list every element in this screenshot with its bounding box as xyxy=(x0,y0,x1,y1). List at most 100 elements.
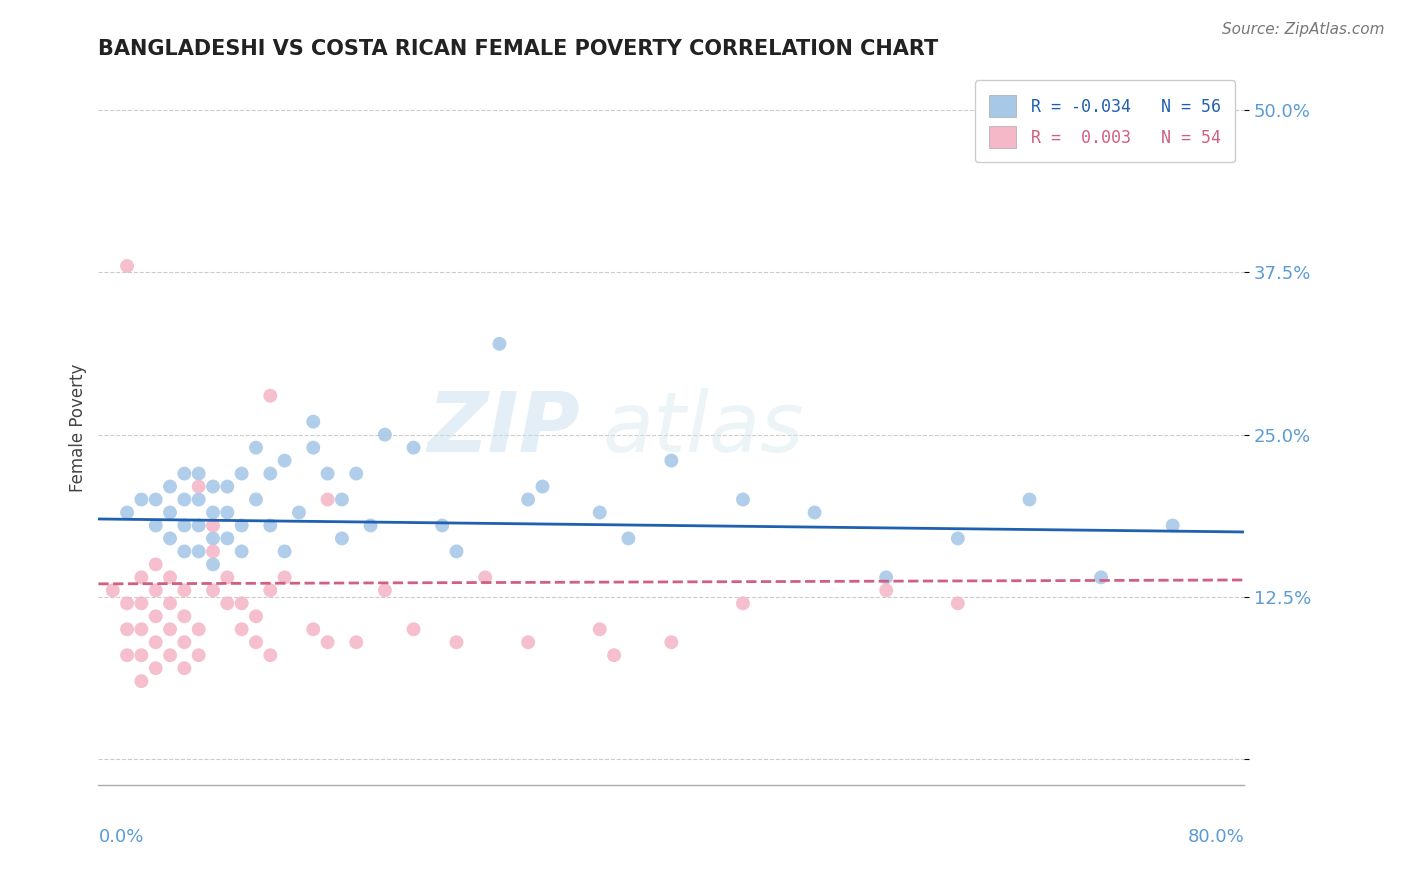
Point xyxy=(517,635,540,649)
Point xyxy=(231,622,253,636)
Point xyxy=(217,506,239,520)
Point xyxy=(202,532,225,546)
Point xyxy=(231,518,253,533)
Point xyxy=(259,518,281,533)
Point xyxy=(259,648,281,663)
Point xyxy=(145,609,167,624)
Point xyxy=(488,336,510,351)
Point xyxy=(875,583,897,598)
Point xyxy=(589,622,612,636)
Point xyxy=(159,648,181,663)
Point xyxy=(115,622,138,636)
Point xyxy=(145,583,167,598)
Point xyxy=(302,441,325,455)
Point xyxy=(245,635,267,649)
Text: ZIP: ZIP xyxy=(427,388,579,468)
Point xyxy=(187,467,209,481)
Point xyxy=(360,518,382,533)
Point xyxy=(202,506,225,520)
Point xyxy=(402,441,425,455)
Point xyxy=(231,596,253,610)
Point xyxy=(187,544,209,558)
Point xyxy=(517,492,540,507)
Text: Source: ZipAtlas.com: Source: ZipAtlas.com xyxy=(1222,22,1385,37)
Point xyxy=(202,583,225,598)
Point xyxy=(145,558,167,572)
Point xyxy=(245,492,267,507)
Point xyxy=(603,648,626,663)
Point xyxy=(159,479,181,493)
Point xyxy=(302,622,325,636)
Point xyxy=(159,532,181,546)
Point xyxy=(131,492,153,507)
Point xyxy=(187,648,209,663)
Point xyxy=(344,467,367,481)
Point xyxy=(316,635,339,649)
Y-axis label: Female Poverty: Female Poverty xyxy=(69,364,87,492)
Point xyxy=(202,558,225,572)
Point xyxy=(316,467,339,481)
Point xyxy=(316,492,339,507)
Point xyxy=(259,389,281,403)
Point xyxy=(145,635,167,649)
Point xyxy=(173,544,195,558)
Point xyxy=(173,518,195,533)
Point xyxy=(217,532,239,546)
Point xyxy=(145,661,167,675)
Point xyxy=(1090,570,1112,584)
Point xyxy=(731,596,754,610)
Point xyxy=(330,532,353,546)
Point xyxy=(245,609,267,624)
Point xyxy=(217,596,239,610)
Point xyxy=(173,583,195,598)
Point xyxy=(159,596,181,610)
Point xyxy=(1018,492,1040,507)
Point xyxy=(159,506,181,520)
Point xyxy=(330,492,353,507)
Point xyxy=(531,479,554,493)
Point xyxy=(115,259,138,273)
Point xyxy=(187,479,209,493)
Point xyxy=(446,544,468,558)
Point xyxy=(187,492,209,507)
Point xyxy=(187,518,209,533)
Point xyxy=(374,427,396,442)
Point xyxy=(288,506,311,520)
Point xyxy=(273,570,295,584)
Text: BANGLADESHI VS COSTA RICAN FEMALE POVERTY CORRELATION CHART: BANGLADESHI VS COSTA RICAN FEMALE POVERT… xyxy=(98,38,939,59)
Point xyxy=(173,635,195,649)
Point xyxy=(131,674,153,689)
Point xyxy=(187,622,209,636)
Point xyxy=(1161,518,1184,533)
Point xyxy=(231,467,253,481)
Point xyxy=(231,544,253,558)
Point xyxy=(202,479,225,493)
Point xyxy=(131,648,153,663)
Point xyxy=(173,492,195,507)
Point xyxy=(589,506,612,520)
Point xyxy=(217,570,239,584)
Point xyxy=(159,570,181,584)
Point xyxy=(446,635,468,649)
Point xyxy=(245,441,267,455)
Point xyxy=(115,596,138,610)
Point xyxy=(145,492,167,507)
Point xyxy=(131,570,153,584)
Point xyxy=(661,635,683,649)
Point xyxy=(617,532,640,546)
Point xyxy=(946,596,969,610)
Point xyxy=(173,609,195,624)
Point xyxy=(202,544,225,558)
Text: 80.0%: 80.0% xyxy=(1188,828,1244,846)
Point xyxy=(131,596,153,610)
Point xyxy=(259,467,281,481)
Point xyxy=(474,570,496,584)
Point xyxy=(273,453,295,467)
Point xyxy=(273,544,295,558)
Point xyxy=(131,622,153,636)
Point xyxy=(145,518,167,533)
Point xyxy=(946,532,969,546)
Point xyxy=(217,479,239,493)
Point xyxy=(374,583,396,598)
Point xyxy=(661,453,683,467)
